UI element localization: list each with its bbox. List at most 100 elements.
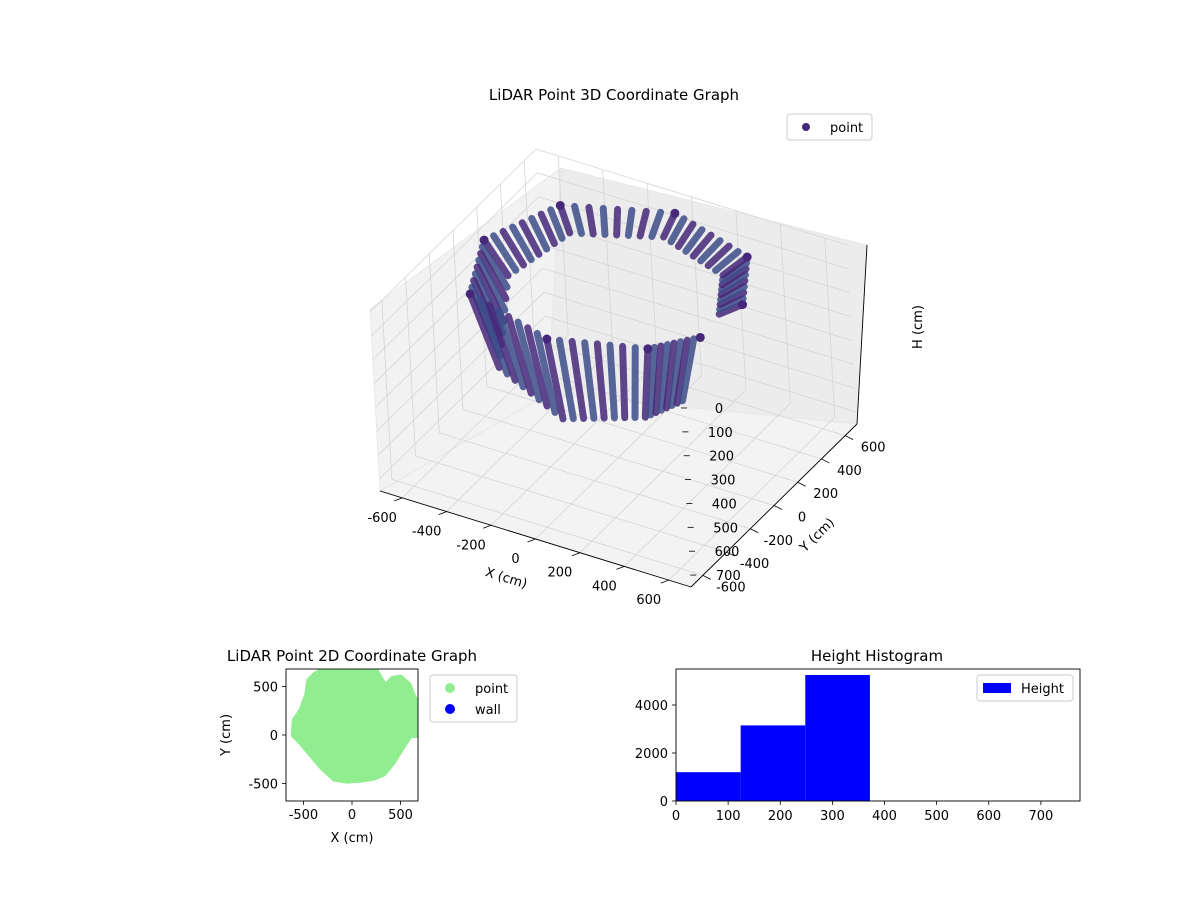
point-column <box>657 341 672 414</box>
legend-label-point: point <box>830 121 863 136</box>
x-tick-label-hist-0: 0 <box>672 809 680 824</box>
point-column <box>668 338 685 410</box>
legend-box <box>786 113 873 141</box>
point-column <box>499 227 528 269</box>
y-tick-mark-2 <box>750 528 759 534</box>
histogram-legend: Height <box>976 674 1074 702</box>
point-column <box>477 250 510 303</box>
point-column <box>704 242 733 270</box>
y-tick-mark-6 <box>844 435 854 441</box>
y-tick-label-hist-1: 2000 <box>635 747 668 762</box>
z-axis-line <box>856 244 868 425</box>
y-tick-mark-3 <box>773 505 783 510</box>
z-tick-label-3d-4: 400 <box>712 497 737 512</box>
z-tick-label-3d-5: 500 <box>713 521 738 536</box>
scatter-points-region <box>290 669 418 784</box>
y-tick-label-3d-2: -200 <box>764 534 794 549</box>
chart-3d-legend: point <box>786 113 873 141</box>
chart-2d-scatter: LiDAR Point 2D Coordinate Graph -500 0 500… <box>219 647 518 846</box>
grid-y-floor-1 <box>415 455 727 553</box>
grid-z-left-2 <box>372 196 539 361</box>
x-tick-mark-6 <box>660 579 669 584</box>
z-tick-label-3d-6: 600 <box>715 545 740 560</box>
point-column <box>667 215 688 246</box>
point-column <box>636 207 650 240</box>
x-tick-label-2d-1: 0 <box>348 808 356 823</box>
z-tick-label-3d-2: 200 <box>709 450 734 465</box>
legend-label-point-2d: point <box>475 682 508 697</box>
y-tick-label-3d-4: 200 <box>813 487 838 502</box>
x-tick-label-3d-2: -200 <box>456 538 486 553</box>
point-column <box>624 206 636 239</box>
y-tick-label-hist-0: 0 <box>660 795 668 810</box>
point-column <box>716 289 748 308</box>
point-column <box>504 312 535 397</box>
point-column <box>514 318 543 404</box>
point-column <box>518 219 543 258</box>
point-column <box>641 345 652 421</box>
point-column <box>717 277 749 299</box>
point-column <box>478 243 511 291</box>
y-tick-label-3d-5: 400 <box>837 464 862 479</box>
point-column <box>718 265 750 289</box>
chart-3d-points <box>465 200 752 423</box>
point-column <box>547 206 566 242</box>
grid-y-wall-0 <box>381 300 393 480</box>
grid-z-back-4 <box>541 244 853 341</box>
y-tick-mark-4 <box>797 481 806 487</box>
grid-y-floor-2 <box>439 432 751 530</box>
x-tick-mark-1 <box>438 511 447 515</box>
grid-x-wall-5 <box>779 224 791 404</box>
chart-height-histogram: Height Histogram 0 100 200 300 400 500 600 7000… <box>635 647 1081 824</box>
z-tick-label-3d-3: 300 <box>711 474 736 489</box>
point-column <box>716 295 747 313</box>
x-tick-label-hist-6: 600 <box>976 809 1001 824</box>
legend-marker-point <box>802 123 810 131</box>
point-column <box>490 232 520 274</box>
grid-y-floor-3 <box>462 409 775 506</box>
x-tick-label-3d-0: -600 <box>367 511 397 526</box>
point-column <box>648 208 665 240</box>
x-axis-label-2d: X (cm) <box>331 831 374 846</box>
point-column <box>718 271 749 294</box>
point-column <box>647 343 658 419</box>
x-tick-mark-0 <box>394 497 403 502</box>
y-tick-label-3d-6: 600 <box>861 441 886 456</box>
x-tick-label-hist-1: 100 <box>716 809 741 824</box>
point-column <box>599 204 609 238</box>
point-column <box>485 301 519 384</box>
point-marker <box>479 235 489 245</box>
grid-y-wall-2 <box>428 253 440 433</box>
x-tick-label-hist-7: 700 <box>1028 809 1053 824</box>
point-column <box>663 339 678 412</box>
point-column <box>568 337 588 422</box>
x-tick-mark-3 <box>527 538 536 543</box>
point-column <box>524 324 551 410</box>
chart-3d-ticks: -600 -400 -200 0 200 400 600 -600 -400 -200 0 200 40… <box>367 402 885 608</box>
point-column <box>475 256 509 314</box>
legend-label-wall-2d: wall <box>475 703 501 718</box>
plot-frame-hist <box>675 668 1081 802</box>
y-tick-label-3d-1: -400 <box>740 557 770 572</box>
point-column <box>674 220 697 251</box>
point-column <box>480 236 512 280</box>
point-column <box>673 336 691 407</box>
z-tick-label-3d-7: 700 <box>716 569 741 584</box>
legend-label-height: Height <box>1021 682 1064 697</box>
grid-z-back-7 <box>545 315 857 413</box>
point-column <box>619 342 629 422</box>
point-column <box>556 201 574 237</box>
grid-z-left-0 <box>369 148 537 313</box>
x-tick-label-hist-3: 300 <box>820 809 845 824</box>
grid-x-wall-0 <box>557 155 569 335</box>
point-marker <box>670 208 680 218</box>
histogram-title: Height Histogram <box>811 647 943 665</box>
z-axis-label-3d: H (cm) <box>911 305 926 349</box>
y-tick-mark-5 <box>821 458 830 464</box>
point-column <box>697 237 724 265</box>
y-tick-label-3d-0: -600 <box>716 580 746 595</box>
grid-z-left-1 <box>371 172 538 337</box>
point-marker <box>738 300 748 310</box>
x-tick-label-2d-2: 500 <box>388 808 413 823</box>
